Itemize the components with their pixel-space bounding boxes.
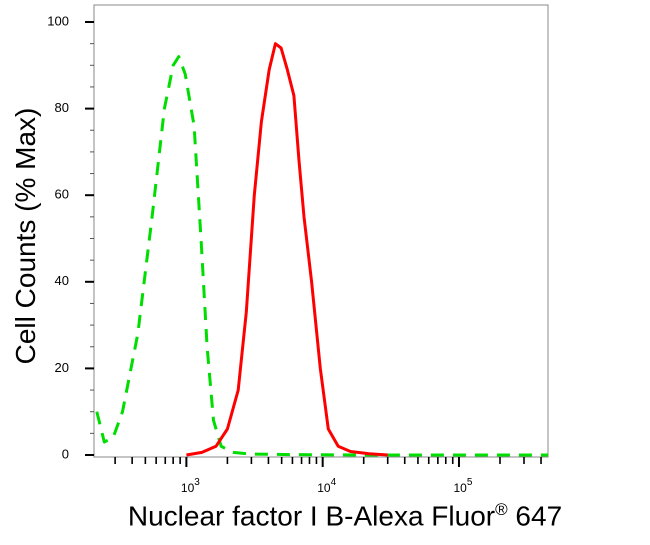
x-axis: 103 104 105 [114, 457, 542, 495]
x-tick-label: 104 [317, 477, 336, 495]
x-axis-label-text: Nuclear factor I B-Alexa Fluor [127, 500, 496, 532]
x-axis-label: Nuclear factor I B-Alexa Fluor® 647 [0, 500, 650, 532]
x-axis-label-registered-mark: ® [495, 500, 508, 519]
y-axis: 0 20 40 60 80 100 [47, 13, 94, 461]
plot-frame [93, 4, 549, 458]
x-tick-label: 103 [181, 477, 200, 495]
series-line-2-solid [186, 42, 388, 457]
y-tick-label: 0 [62, 446, 69, 461]
y-tick-label: 100 [47, 13, 69, 28]
y-tick-label: 20 [55, 360, 69, 375]
x-axis-label-suffix: 647 [507, 500, 563, 532]
y-tick-label: 60 [55, 187, 69, 202]
y-tick-label: 40 [55, 273, 69, 288]
y-tick-label: 80 [55, 100, 69, 115]
series-layer [95, 42, 548, 457]
y-axis-label: Cell Counts (% Max) [10, 107, 41, 365]
series-line-1-dashed [95, 55, 548, 457]
x-tick-label: 105 [454, 477, 473, 495]
